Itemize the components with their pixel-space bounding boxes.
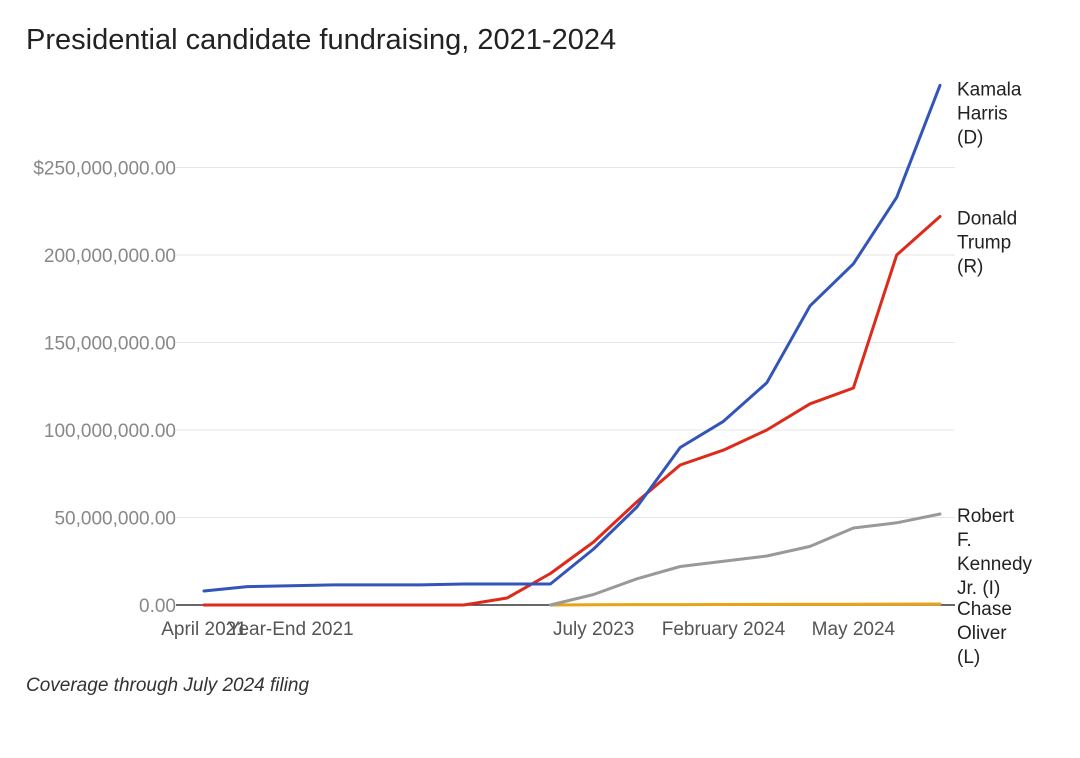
series-line (202, 83, 942, 593)
series-label: Kamala Harris (D) (957, 79, 1022, 148)
series-label-line: Oliver (957, 623, 1007, 644)
series-line (202, 215, 942, 607)
series-label-line: (R) (957, 257, 983, 278)
gridlines (176, 167, 955, 606)
series-labels: Kamala Harris (D) Donald Trump (R) Robert F. Ken… (957, 79, 1033, 668)
chart-title: Presidential candidate fundraising, 2021… (26, 24, 617, 56)
y-tick-label: 0.00 (139, 596, 176, 617)
series-label-line: Trump (957, 233, 1011, 254)
series-label-line: Kennedy (957, 554, 1033, 575)
series-label-line: Kamala (957, 79, 1022, 100)
series-label-line: (L) (957, 647, 980, 668)
series-label-line: Donald (957, 209, 1017, 230)
x-tick-label: April 2021 (161, 619, 247, 640)
series-label-line: Harris (957, 103, 1008, 124)
chart-footnote: Coverage through July 2024 filing (26, 675, 310, 696)
x-tick-label: February 2024 (662, 619, 786, 640)
series-label-line: Jr. (I) (957, 578, 1000, 599)
x-tick-label: May 2024 (812, 619, 896, 640)
x-tick-label: Year-End 2021 (228, 619, 354, 640)
series-label-line: Robert (957, 506, 1015, 527)
series-label: Robert F. Kennedy Jr. (I) (957, 506, 1033, 599)
y-axis-ticks: 0.00 50,000,000.00 100,000,000.00 150,000,0… (33, 159, 176, 618)
y-tick-label: 150,000,000.00 (44, 334, 176, 355)
series-line (548, 512, 942, 607)
x-tick-label: July 2023 (553, 619, 634, 640)
y-tick-label: 200,000,000.00 (44, 246, 176, 267)
y-tick-label: 100,000,000.00 (44, 421, 176, 442)
series-line (548, 602, 942, 607)
series-label: Donald Trump (R) (957, 209, 1017, 278)
y-tick-label: 50,000,000.00 (54, 509, 176, 530)
y-tick-label: $250,000,000.00 (33, 159, 176, 180)
series-label-line: (D) (957, 127, 983, 148)
series-label-line: Chase (957, 599, 1012, 620)
series-label-line: F. (957, 530, 972, 551)
series-label: Chase Oliver (L) (957, 599, 1012, 668)
series-lines (202, 83, 942, 607)
